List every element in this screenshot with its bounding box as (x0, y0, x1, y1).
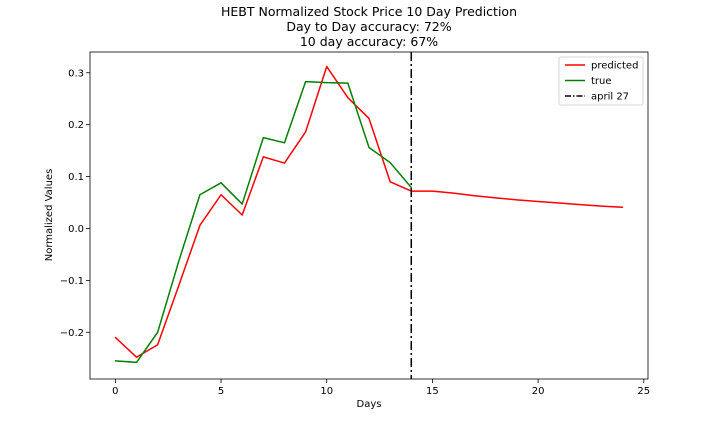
y-tick-label-5: 0.3 (68, 68, 84, 79)
x-tick-label-15: 15 (426, 386, 439, 397)
data-point-true-0 (114, 360, 116, 362)
data-point-predicted-23 (600, 205, 603, 207)
x-axis-label: Days (357, 399, 382, 410)
data-point-predicted-20 (537, 200, 539, 203)
data-point-predicted-21 (558, 202, 560, 204)
data-point-true-10 (326, 82, 328, 84)
y-tick-label-4: 0.2 (68, 120, 84, 131)
data-point-predicted-15 (431, 190, 434, 192)
data-point-true-12 (368, 146, 370, 149)
data-point-predicted-13 (389, 181, 391, 183)
data-point-predicted-0 (114, 336, 116, 339)
data-point-predicted-12 (368, 117, 370, 120)
y-tick-label-1: −0.1 (60, 276, 84, 287)
data-point-predicted-22 (579, 204, 581, 206)
data-point-true-3 (178, 260, 180, 262)
data-point-predicted-5 (220, 194, 222, 196)
legend-label-april-27: april 27 (591, 92, 629, 103)
legend-label-true: true (591, 76, 612, 87)
data-point-predicted-17 (474, 195, 476, 197)
data-point-predicted-18 (495, 197, 497, 199)
plot-area (114, 52, 624, 379)
data-point-true-1 (135, 361, 138, 363)
chart-title: HEBT Normalized Stock Price 10 Day Predi… (221, 4, 517, 49)
data-point-true-2 (157, 331, 159, 333)
axes-frame (89, 51, 649, 380)
data-point-predicted-6 (241, 214, 243, 216)
data-point-true-8 (283, 142, 286, 144)
series-line-predicted (114, 65, 623, 358)
title-line-1: HEBT Normalized Stock Price 10 Day Predi… (221, 4, 517, 19)
x-tick-label-10: 10 (320, 386, 333, 397)
data-point-true-11 (347, 82, 349, 84)
data-point-true-9 (304, 80, 307, 83)
x-tick-label-20: 20 (532, 386, 545, 397)
data-point-predicted-4 (199, 224, 201, 226)
x-tick-label-0: 0 (112, 386, 118, 397)
data-point-predicted-3 (178, 284, 180, 287)
data-point-predicted-2 (157, 344, 159, 346)
data-point-true-13 (389, 161, 391, 164)
x-tick-label-5: 5 (218, 386, 224, 397)
data-point-predicted-16 (452, 192, 455, 194)
data-point-true-6 (241, 203, 243, 205)
data-point-true-14 (410, 186, 412, 189)
series-line-true (115, 80, 412, 364)
legend-label-predicted: predicted (591, 61, 638, 72)
data-point-predicted-19 (516, 199, 518, 201)
data-point-true-4 (199, 194, 201, 196)
x-axis: 0 5 10 15 20 25 (112, 379, 650, 397)
y-tick-label-0: −0.2 (60, 328, 84, 339)
data-point-predicted-9 (304, 131, 307, 133)
x-tick-label-25: 25 (637, 386, 650, 397)
y-axis: −0.2 −0.1 0.0 0.1 0.2 0.3 (60, 68, 90, 339)
legend-box (558, 56, 644, 106)
title-line-3: 10 day accuracy: 67% (300, 34, 438, 49)
y-axis-label: Normalized Values (44, 169, 55, 262)
y-tick-label-2: 0.0 (68, 224, 84, 235)
data-point-predicted-1 (135, 356, 138, 358)
legend: predicted true april 27 (558, 56, 644, 106)
y-tick-label-3: 0.1 (68, 172, 84, 183)
data-point-predicted-11 (347, 97, 349, 99)
data-point-predicted-7 (262, 156, 264, 158)
data-point-true-7 (262, 137, 264, 139)
title-line-2: Day to Day accuracy: 72% (286, 19, 451, 34)
data-point-predicted-8 (283, 162, 286, 164)
data-point-predicted-10 (326, 65, 328, 68)
data-point-predicted-24 (622, 206, 624, 208)
data-point-true-5 (220, 182, 222, 184)
